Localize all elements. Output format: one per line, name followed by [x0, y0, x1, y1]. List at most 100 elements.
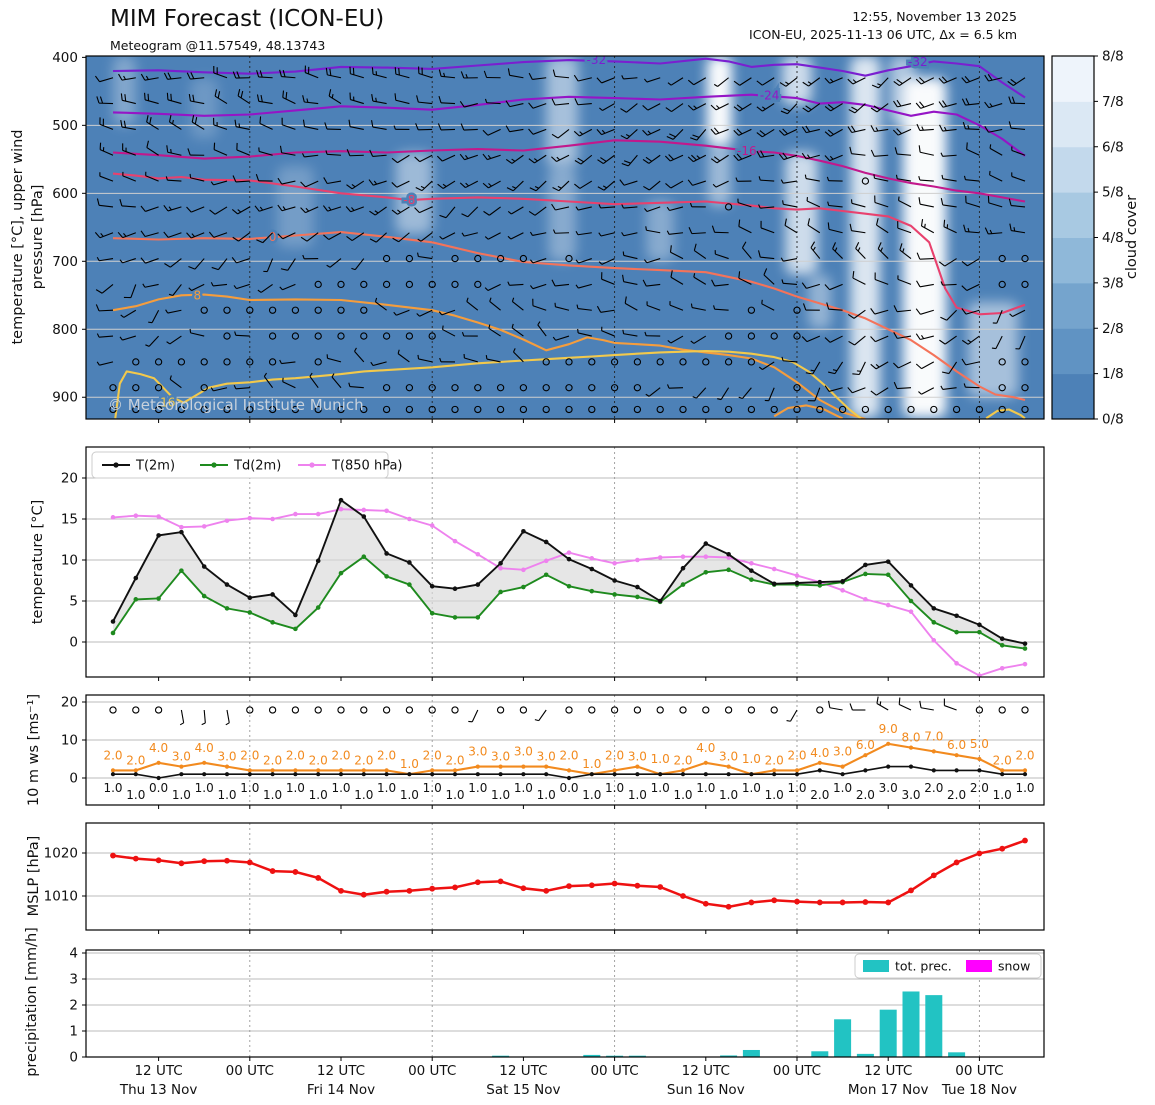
precip-tick-label: 2	[69, 998, 78, 1014]
gust-value-label: 6.0	[856, 738, 875, 752]
wind-barb	[258, 147, 273, 156]
calm-circle	[268, 358, 277, 366]
wind-barb	[201, 709, 206, 726]
calm-circle	[793, 332, 801, 340]
wind-barb	[596, 305, 615, 313]
wind-barb	[323, 177, 342, 185]
calm-circle	[109, 384, 117, 392]
data-point	[840, 764, 845, 769]
data-point	[726, 764, 731, 769]
data-point	[246, 859, 253, 866]
calm-circle	[610, 384, 619, 392]
precip-legend: tot. prec. snow	[854, 953, 1042, 979]
data-point	[635, 594, 640, 600]
data-point	[133, 597, 139, 602]
data-point	[474, 879, 481, 886]
calm-circle	[154, 384, 163, 392]
data-point	[430, 772, 435, 777]
wind-barb	[279, 283, 296, 291]
calm-circle	[177, 405, 186, 414]
data-point	[863, 571, 868, 577]
wind-barb	[208, 231, 228, 238]
data-point	[133, 768, 138, 773]
colorbar-segment	[1052, 237, 1094, 284]
data-point	[931, 749, 936, 754]
wind-barb	[711, 225, 729, 234]
data-point	[885, 602, 891, 608]
wind-barb	[1007, 77, 1026, 86]
wind-barb	[918, 176, 934, 182]
legend-label: T(850 hPa)	[331, 459, 403, 474]
wind-barb	[961, 358, 980, 366]
data-point	[156, 760, 161, 765]
calm-circle	[451, 405, 459, 414]
precip-bar	[834, 1019, 852, 1057]
wind-barb	[669, 245, 684, 260]
calm-circle	[656, 358, 664, 366]
data-point	[475, 551, 481, 557]
wind-barb	[484, 283, 501, 291]
wind-barb	[870, 308, 889, 315]
wind-barb	[551, 279, 570, 287]
wind-barb	[263, 372, 274, 389]
wind-barb	[186, 206, 205, 213]
wind-barb	[146, 115, 159, 130]
wind-barb	[576, 304, 592, 311]
calm-circle	[132, 706, 140, 714]
data-point	[1022, 837, 1028, 844]
calm-circle	[1021, 384, 1029, 392]
calm-circle	[337, 280, 345, 289]
cloud-patch	[546, 56, 579, 167]
data-point	[726, 551, 731, 557]
wind-barb	[507, 206, 524, 215]
time-tick-label: 00 UTC	[408, 1063, 456, 1079]
calm-circle	[565, 358, 573, 366]
calm-circle	[405, 405, 414, 414]
wind-barb	[624, 296, 638, 311]
cloud-patch	[808, 274, 832, 330]
calm-circle	[405, 280, 414, 289]
wind-barb	[984, 74, 1003, 82]
wind-barb	[368, 179, 387, 186]
data-point	[338, 768, 344, 773]
calm-circle	[930, 405, 938, 414]
gust-value-label: 4.0	[810, 746, 829, 760]
wind-value-label: 1.0	[126, 788, 145, 802]
time-tick-label: 00 UTC	[773, 1063, 821, 1079]
wind-barb	[894, 147, 912, 156]
wind-barb	[323, 232, 342, 240]
day-tick-label: Sun 16 Nov	[667, 1082, 745, 1098]
gust-value-label: 3.0	[628, 750, 647, 764]
wind-barb	[741, 241, 752, 259]
data-point	[521, 567, 526, 573]
data-point	[999, 845, 1006, 852]
data-point	[224, 857, 230, 864]
wind-barb	[850, 199, 866, 208]
data-point	[999, 642, 1005, 648]
data-point	[977, 629, 982, 635]
wind-barb	[166, 335, 182, 345]
wind-barb	[984, 126, 1003, 133]
contour-label: 0	[269, 230, 277, 244]
wind-barb	[918, 387, 935, 395]
calm-circle	[633, 358, 642, 366]
contour-label: -32	[908, 55, 928, 69]
wind-barb	[692, 387, 707, 399]
calm-circle	[793, 384, 801, 392]
data-point	[133, 772, 138, 777]
wind-value-label: 1.0	[217, 788, 236, 802]
wind-value-label: 1.0	[491, 788, 510, 802]
contour--24	[112, 93, 1026, 157]
calm-circle	[747, 405, 756, 414]
colorbar-label: cloud cover	[1124, 195, 1140, 279]
wind-barb	[940, 152, 957, 157]
calm-circle	[770, 706, 778, 714]
day-tick-label: Tue 18 Nov	[941, 1082, 1017, 1098]
data-point	[544, 772, 549, 777]
wind-barb	[963, 224, 980, 234]
wind-value-label: 1.0	[400, 788, 419, 802]
wind-barb	[710, 127, 729, 135]
wind-barb	[552, 335, 570, 341]
wind-barb	[712, 180, 729, 188]
data-point	[429, 611, 435, 616]
